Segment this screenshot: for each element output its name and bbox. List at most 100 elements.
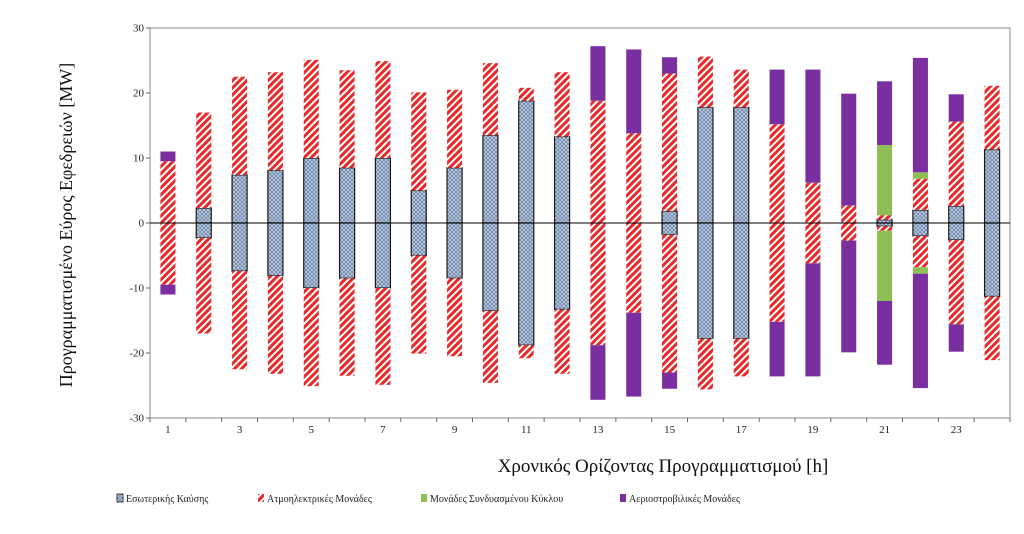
legend-swatch (116, 493, 124, 503)
bar-gas-turbine-lower (626, 312, 642, 397)
bar-steam-upper (518, 87, 534, 101)
bar-steam-lower (160, 223, 176, 285)
bar-combustion-lower (948, 222, 965, 241)
bar-steam-lower (196, 237, 212, 334)
x-tick-label: 1 (165, 424, 171, 436)
bar-steam-upper (267, 72, 283, 171)
bar-gas-turbine-upper (590, 46, 606, 101)
legend: Εσωτερικής Καύσης Ατμοηλεκτρικές Μονάδες Μ… (116, 493, 740, 505)
bar-gas-turbine-upper (662, 57, 678, 74)
bar-combustion-lower (410, 222, 427, 257)
bar-combustion-upper (518, 100, 535, 224)
legend-label: Εσωτερικής Καύσης (126, 494, 208, 505)
y-tick-label: -20 (129, 348, 144, 360)
bar-combustion-lower (912, 222, 929, 237)
y-tick-label: -10 (129, 283, 144, 295)
bar-steam-upper (912, 178, 928, 210)
bar-combustion-upper (303, 157, 320, 224)
bar-combustion-upper (482, 134, 499, 224)
y-tick-label: 0 (139, 218, 145, 230)
x-tick-label: 23 (951, 424, 963, 436)
bar-gas-turbine-upper (769, 69, 785, 125)
bar-steam-lower (662, 234, 678, 373)
bar-steam-upper (232, 76, 248, 175)
bar-combustion-upper (267, 169, 284, 224)
bar-combustion-lower (553, 222, 571, 311)
bar-steam-lower (984, 296, 1000, 361)
bar-steam-upper (626, 133, 642, 223)
bar-steam-upper (662, 73, 678, 212)
bar-combustion-lower (446, 222, 463, 279)
bar-steam-lower (626, 223, 642, 313)
bar-combined-cycle-upper (877, 145, 893, 216)
x-tick-label: 17 (736, 424, 748, 436)
bar-combustion-lower (374, 222, 392, 289)
bar-steam-lower (518, 345, 534, 359)
x-axis-label: Χρονικός Ορίζοντας Προγραμματισμού [h] (498, 456, 829, 477)
x-tick-label: 9 (452, 424, 458, 436)
bar-gas-turbine-upper (805, 69, 821, 183)
bar-gas-turbine-upper (912, 57, 928, 173)
bar-steam-upper (160, 161, 176, 223)
legend-swatch (620, 494, 626, 502)
x-tick-label: 5 (309, 424, 315, 436)
bar-steam-upper (697, 56, 713, 108)
bar-gas-turbine-lower (912, 273, 928, 389)
bar-gas-turbine-lower (877, 301, 893, 365)
bar-steam-lower (482, 310, 498, 383)
bar-steam-upper (769, 124, 785, 223)
bar-combined-cycle-lower (877, 230, 893, 301)
bar-steam-upper (411, 92, 427, 191)
bar-steam-upper (339, 70, 355, 168)
bar-steam-lower (232, 271, 248, 370)
bar-combustion-lower (303, 222, 320, 289)
legend-swatch (258, 494, 264, 502)
bar-steam-upper (805, 182, 821, 223)
legend-label: Μονάδες Συνδυασμένου Κύκλου (430, 494, 563, 505)
bar-steam-lower (877, 226, 893, 231)
y-axis-label: Προγραμματισμένο Εύρος Εφεδρειών [MW] (56, 63, 76, 388)
bar-steam-upper (590, 100, 606, 223)
bar-steam-lower (339, 278, 355, 376)
bar-steam-lower (769, 223, 785, 322)
bar-combustion-lower (518, 222, 535, 346)
bar-combustion-upper (374, 157, 392, 224)
bar-combustion-lower (482, 222, 499, 312)
bar-combustion-upper (697, 106, 714, 224)
bar-combustion-lower (733, 222, 750, 340)
bar-steam-upper (984, 85, 1000, 150)
bar-combustion-upper (912, 209, 929, 224)
bar-steam-lower (303, 288, 319, 387)
bar-steam-lower (267, 275, 283, 374)
y-tick-label: 30 (133, 23, 145, 35)
bar-steam-lower (805, 223, 821, 264)
bar-gas-turbine-upper (841, 93, 857, 206)
bar-combustion-lower (267, 222, 284, 277)
bar-combined-cycle-upper (912, 172, 928, 179)
bar-steam-upper (303, 59, 319, 158)
bar-steam-upper (948, 121, 964, 207)
bar-gas-turbine-lower (805, 263, 821, 377)
bar-steam-lower (948, 239, 964, 325)
bar-combustion-lower (697, 222, 714, 340)
legend-swatch (421, 494, 427, 502)
bar-combustion-upper (410, 189, 427, 224)
x-tick-label: 13 (592, 424, 604, 436)
bar-combustion-lower (661, 222, 678, 236)
bar-gas-turbine-lower (948, 324, 964, 352)
x-tick-label: 7 (380, 424, 386, 436)
bar-combustion-upper (231, 174, 248, 224)
x-tick-label: 21 (879, 424, 890, 436)
bar-steam-lower (411, 255, 427, 354)
bar-steam-lower (590, 223, 606, 346)
bar-combustion-lower (338, 222, 356, 279)
bar-steam-lower (841, 223, 857, 241)
legend-label: Αεριοστροβιλικές Μονάδες (629, 494, 740, 505)
bar-gas-turbine-lower (662, 372, 678, 389)
bar-gas-turbine-lower (590, 345, 606, 400)
y-tick-label: 10 (133, 153, 145, 165)
bar-steam-lower (733, 338, 749, 377)
bar-combined-cycle-lower (912, 267, 928, 274)
bar-steam-upper (375, 61, 391, 158)
